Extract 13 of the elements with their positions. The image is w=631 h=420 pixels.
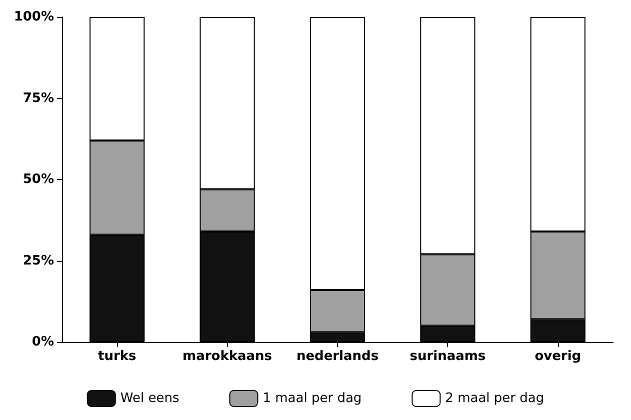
legend-label: 1 maal per dag	[262, 391, 362, 406]
y-tick-label: 100%	[14, 10, 54, 24]
x-tick-label: surinaams	[410, 349, 486, 364]
y-tick-label: 50%	[22, 172, 54, 187]
y-tick-label: 25%	[22, 253, 54, 268]
x-tick-label: turks	[98, 349, 136, 364]
y-tick-label: 75%	[22, 90, 54, 106]
x-tick-label: overig	[534, 349, 582, 364]
x-tick-label: marokkaans	[182, 349, 272, 364]
legend-label: Wel eens	[120, 391, 180, 406]
y-tick-label: 0%	[32, 334, 54, 350]
legend-label: 2 maal per dag	[445, 391, 544, 406]
x-tick-label: nederlands	[296, 349, 379, 364]
